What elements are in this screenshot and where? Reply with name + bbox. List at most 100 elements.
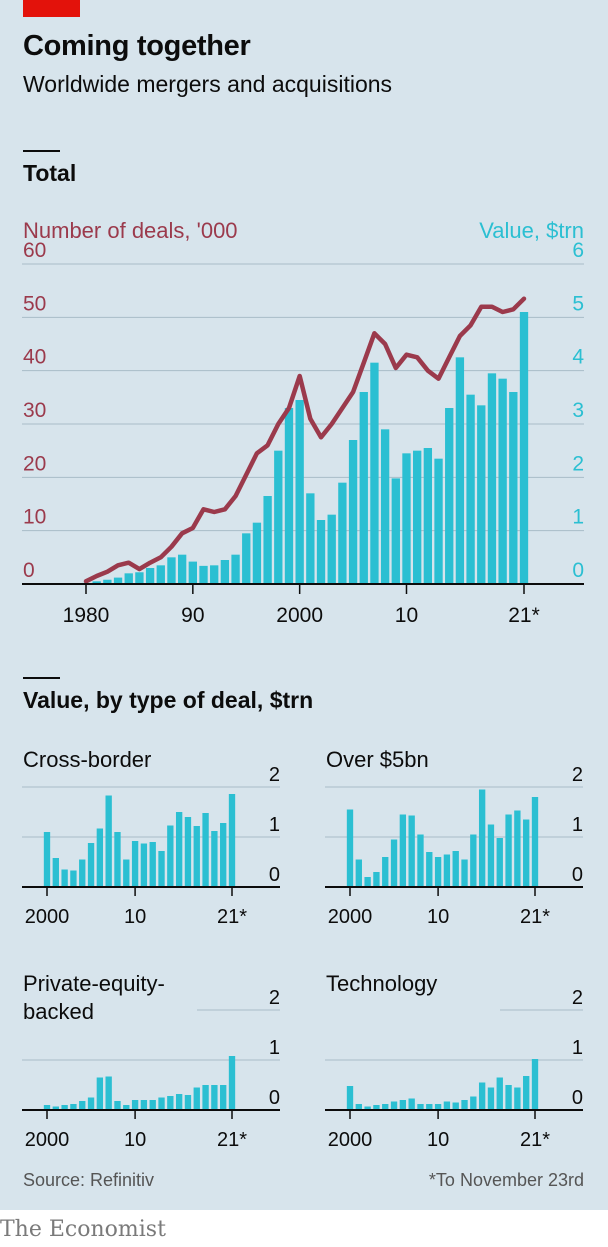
x-tick-label: 21*: [508, 604, 540, 627]
value-bar: [158, 1097, 165, 1110]
left-tick-label: 10: [23, 506, 46, 529]
value-bar: [263, 496, 272, 584]
right-tick-label: 6: [572, 239, 584, 262]
value-bar: [105, 1076, 112, 1110]
x-tick-label: 2000: [276, 604, 323, 627]
y-tick-label: 2: [572, 987, 583, 1009]
value-bar: [70, 1104, 77, 1110]
value-bar: [523, 1076, 530, 1110]
value-bar: [455, 357, 465, 584]
y-tick-label: 1: [269, 1037, 280, 1059]
value-bar: [61, 869, 68, 887]
value-bar: [114, 1101, 121, 1110]
chart-subtitle: Worldwide mergers and acquisitions: [23, 71, 393, 97]
value-bar: [373, 1105, 380, 1110]
value-bar: [519, 312, 529, 584]
value-bar: [193, 826, 200, 887]
value-bar: [52, 1106, 59, 1110]
left-tick-label: 60: [23, 239, 46, 262]
left-tick-label: 0: [23, 559, 35, 582]
value-bar: [167, 557, 176, 584]
value-bar: [434, 857, 442, 887]
x-tick-label: 90: [181, 604, 204, 627]
value-bar: [252, 522, 262, 584]
value-bar: [452, 1102, 459, 1110]
x-tick-label: 10: [124, 906, 146, 928]
value-bar: [373, 872, 380, 887]
value-bar: [87, 843, 95, 887]
value-bar: [158, 851, 165, 887]
value-bar: [295, 400, 304, 584]
value-bar: [79, 859, 86, 887]
value-bar: [145, 568, 155, 584]
value-bar: [514, 810, 521, 887]
y-tick-label: 2: [269, 987, 280, 1009]
x-tick-label: 2000: [328, 1129, 373, 1151]
value-bar: [211, 831, 218, 887]
value-bar: [43, 1105, 51, 1110]
value-bar: [123, 859, 130, 887]
brand-red-tab: [23, 0, 80, 17]
left-axis-title: Number of deals, '000: [23, 218, 238, 243]
section-rule-by-type: [23, 677, 60, 679]
panel-title: Over $5bn: [326, 747, 429, 772]
value-bar: [413, 450, 422, 584]
value-bar: [140, 1100, 148, 1110]
x-tick-label: 21*: [217, 906, 247, 928]
value-bar: [514, 1087, 521, 1110]
x-tick-label: 21*: [217, 1129, 247, 1151]
source-note: Source: Refinitiv: [23, 1170, 155, 1190]
value-bar: [487, 373, 497, 584]
value-bar: [470, 834, 477, 887]
value-bar: [370, 362, 379, 584]
value-bar: [434, 1104, 442, 1110]
right-tick-label: 2: [572, 452, 584, 475]
value-bar: [124, 573, 133, 584]
value-bar: [364, 877, 371, 887]
value-bar: [149, 842, 156, 887]
value-bar: [390, 1101, 398, 1110]
deals-line: [83, 296, 527, 584]
x-tick-label: 10: [427, 906, 449, 928]
value-bar: [167, 825, 174, 887]
x-tick-label: 1980: [63, 604, 110, 627]
right-tick-label: 0: [572, 559, 584, 582]
value-bar: [184, 1095, 192, 1110]
value-bar: [231, 554, 240, 584]
value-bar: [417, 1104, 424, 1110]
value-bar: [355, 859, 362, 887]
value-bar: [390, 839, 398, 887]
left-tick-label: 20: [23, 452, 46, 475]
value-bar: [338, 482, 347, 584]
value-bar: [523, 819, 530, 887]
value-bar: [131, 841, 139, 887]
value-bar: [316, 520, 326, 584]
x-tick-label: 2000: [25, 906, 70, 928]
value-bar: [443, 854, 451, 887]
value-bar: [135, 572, 144, 584]
value-bar: [443, 1101, 451, 1110]
value-bar: [487, 824, 495, 887]
value-bar: [175, 1094, 183, 1110]
value-bar: [188, 561, 197, 584]
value-bar: [355, 1104, 362, 1110]
chart-card: Coming together Worldwide mergers and ac…: [0, 0, 608, 1210]
value-bar: [509, 392, 518, 584]
value-bar: [220, 560, 230, 584]
right-axis-title: Value, $trn: [479, 218, 584, 243]
left-tick-label: 30: [23, 399, 46, 422]
value-bar: [105, 795, 112, 887]
value-bar: [131, 1100, 139, 1110]
value-bar: [202, 1085, 209, 1110]
value-bar: [496, 1077, 503, 1110]
y-tick-label: 0: [269, 864, 280, 886]
value-bar: [327, 514, 336, 584]
value-bar: [496, 838, 503, 887]
value-bar: [274, 450, 283, 584]
value-bar: [426, 1104, 433, 1110]
right-tick-label: 5: [572, 292, 584, 315]
right-tick-label: 1: [572, 506, 584, 529]
value-bar: [220, 1085, 227, 1110]
value-bar: [70, 870, 77, 887]
